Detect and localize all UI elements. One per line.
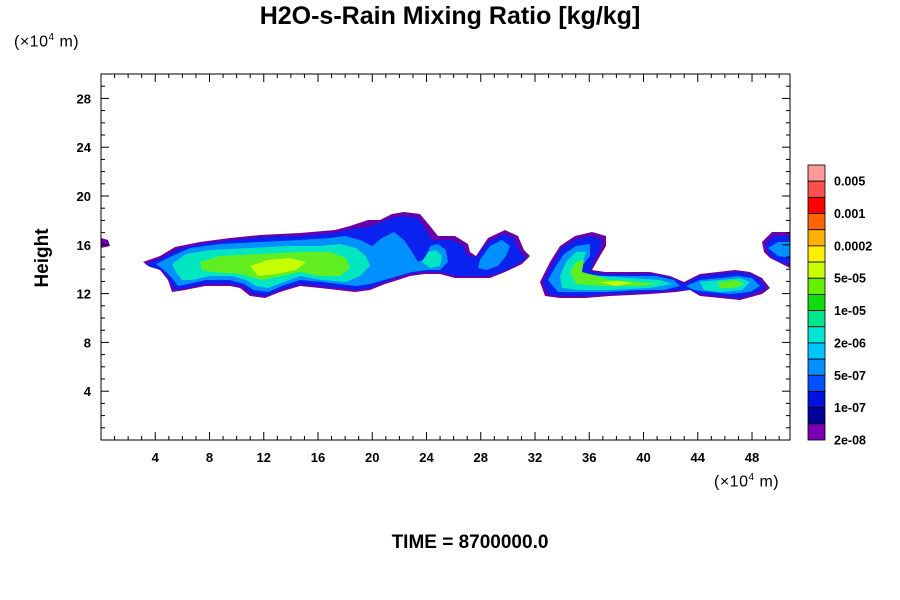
colorbar: 0.005 0.001 0.0002 5e-05 1e-05 2e-06 5e-07 1e-0… <box>807 164 872 448</box>
x-axis: 4 8 12 16 20 24 28 32 36 40 44 48 <box>114 74 780 465</box>
x-tick-label: 44 <box>691 450 706 465</box>
colorbar-swatch <box>807 196 826 214</box>
colorbar-label: 5e-07 <box>834 369 866 383</box>
y-tick-label: 8 <box>84 335 91 350</box>
colorbar-swatch <box>807 342 826 360</box>
colorbar-swatch <box>807 164 826 182</box>
colorbar-label: 2e-06 <box>834 336 866 350</box>
x-tick-label: 8 <box>206 450 213 465</box>
colorbar-label: 5e-05 <box>834 272 866 286</box>
y-tick-label: 24 <box>77 140 92 155</box>
y-tick-label: 20 <box>77 189 91 204</box>
x-tick-label: 36 <box>582 450 596 465</box>
x-tick-label: 20 <box>365 450 379 465</box>
x-tick-label: 32 <box>528 450 542 465</box>
contour-level-5e-05 <box>250 258 632 286</box>
contour-field <box>101 212 790 300</box>
x-tick-label: 40 <box>636 450 650 465</box>
y-tick-label: 28 <box>77 91 91 106</box>
colorbar-label: 0.005 <box>834 175 865 189</box>
colorbar-label: 0.0002 <box>834 239 872 253</box>
colorbar-label: 1e-07 <box>834 401 866 415</box>
colorbar-label: 0.001 <box>834 207 865 221</box>
colorbar-swatch <box>807 423 826 441</box>
y-axis: 4 8 12 16 20 24 28 <box>77 85 790 429</box>
time-label: TIME = 8700000.0 <box>391 532 549 553</box>
colorbar-swatch <box>807 391 826 409</box>
colorbar-label: 2e-08 <box>834 434 866 448</box>
colorbar-swatch <box>807 213 826 231</box>
colorbar-swatch <box>807 180 826 198</box>
x-tick-label: 4 <box>152 450 160 465</box>
y-tick-label: 12 <box>77 287 91 302</box>
y-axis-unit: (×104 m) <box>14 32 80 51</box>
colorbar-swatch <box>807 326 826 344</box>
colorbar-swatch <box>807 261 826 279</box>
colorbar-swatch <box>807 407 826 425</box>
x-tick-label: 12 <box>257 450 271 465</box>
y-tick-label: 16 <box>77 238 91 253</box>
colorbar-swatch <box>807 310 826 328</box>
x-axis-unit: (×104 m) <box>714 472 780 491</box>
y-tick-label: 4 <box>84 384 92 399</box>
x-tick-label: 24 <box>419 450 434 465</box>
x-tick-label: 28 <box>474 450 488 465</box>
colorbar-swatch <box>807 245 826 263</box>
x-tick-label: 16 <box>311 450 325 465</box>
colorbar-swatch <box>807 277 826 295</box>
colorbar-swatch <box>807 358 826 376</box>
colorbar-swatch <box>807 374 826 392</box>
chart-title: H2O-s-Rain Mixing Ratio [kg/kg] <box>259 2 641 30</box>
colorbar-swatch <box>807 294 826 311</box>
colorbar-swatch <box>807 229 826 247</box>
colorbar-label: 1e-05 <box>834 304 866 318</box>
x-tick-label: 48 <box>745 450 759 465</box>
